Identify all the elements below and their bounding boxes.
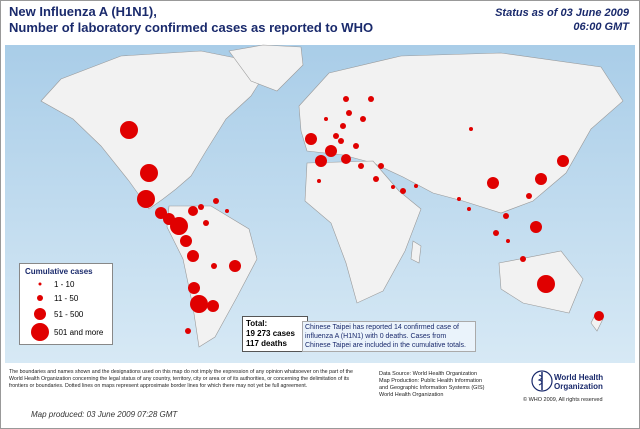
legend-item: 1 - 10 bbox=[54, 280, 75, 289]
map-produced: Map produced: 03 June 2009 07:28 GMT bbox=[31, 410, 178, 419]
case-bubble bbox=[188, 282, 200, 294]
case-bubble bbox=[469, 127, 473, 131]
total-label: Total: bbox=[246, 319, 268, 328]
legend-item: 51 - 500 bbox=[54, 310, 84, 319]
case-bubble bbox=[535, 173, 547, 185]
case-bubble bbox=[530, 221, 542, 233]
case-bubble bbox=[338, 138, 344, 144]
case-bubble bbox=[341, 154, 351, 164]
case-bubble bbox=[400, 188, 406, 194]
legend-title: Cumulative cases bbox=[25, 267, 93, 276]
case-bubble bbox=[187, 250, 199, 262]
case-bubble bbox=[503, 213, 509, 219]
case-bubble bbox=[487, 177, 499, 189]
case-bubble bbox=[305, 133, 317, 145]
copyright: © WHO 2009, All rights reserved bbox=[523, 397, 603, 403]
legend-item: 501 and more bbox=[54, 328, 104, 337]
case-bubble bbox=[467, 207, 471, 211]
status: Status as of 03 June 2009 06:00 GMT bbox=[495, 6, 629, 34]
source-line: World Health Organization bbox=[379, 392, 444, 398]
case-bubble bbox=[211, 263, 217, 269]
title-line: New Influenza A (H1N1), bbox=[9, 4, 157, 19]
legend: Cumulative cases 1 - 10 11 - 50 51 - 500… bbox=[19, 263, 113, 345]
source-line: and Geographic Information Systems (GIS) bbox=[379, 385, 485, 391]
case-bubble bbox=[137, 190, 155, 208]
total-deaths: 117 deaths bbox=[246, 339, 287, 348]
case-bubble bbox=[198, 204, 204, 210]
case-bubble bbox=[229, 260, 241, 272]
total-cases: 19 273 cases bbox=[246, 329, 295, 338]
disclaimer: The boundaries and names shown and the d… bbox=[9, 369, 353, 390]
logo-line: World Health bbox=[554, 373, 604, 382]
logo-line: Organization bbox=[554, 382, 603, 391]
case-bubble bbox=[560, 156, 566, 162]
case-bubble bbox=[324, 117, 328, 121]
case-bubble bbox=[180, 235, 192, 247]
case-bubble bbox=[520, 256, 526, 262]
legend-item: 11 - 50 bbox=[54, 294, 79, 303]
case-bubble bbox=[140, 164, 158, 182]
status-line: Status as of 03 June 2009 bbox=[495, 7, 629, 19]
case-bubble bbox=[343, 96, 349, 102]
total-box: Total: 19 273 cases 117 deaths bbox=[242, 316, 308, 352]
case-bubble bbox=[358, 163, 364, 169]
case-bubble bbox=[353, 143, 359, 149]
case-bubble bbox=[325, 145, 337, 157]
case-bubble bbox=[317, 179, 321, 183]
source: Data Source: World Health Organization M… bbox=[379, 371, 484, 399]
case-bubble bbox=[203, 220, 209, 226]
case-bubble bbox=[190, 295, 208, 313]
title: New Influenza A (H1N1), Number of laborat… bbox=[9, 4, 373, 36]
case-bubble bbox=[120, 121, 138, 139]
logo-text: World Health Organization bbox=[554, 373, 603, 391]
case-bubble bbox=[493, 230, 499, 236]
case-bubble bbox=[378, 163, 384, 169]
status-line: 06:00 GMT bbox=[573, 21, 629, 33]
case-bubble bbox=[315, 155, 327, 167]
case-bubble bbox=[360, 116, 366, 122]
who-emblem bbox=[531, 370, 553, 392]
source-line: Map Production: Public Health Informatio… bbox=[379, 378, 483, 384]
case-bubble bbox=[185, 328, 191, 334]
legend-symbols bbox=[31, 282, 49, 341]
case-bubble bbox=[333, 133, 339, 139]
case-bubble bbox=[340, 123, 346, 129]
case-bubble bbox=[207, 300, 219, 312]
case-bubble bbox=[594, 311, 604, 321]
case-bubble bbox=[414, 184, 418, 188]
case-bubble bbox=[170, 217, 188, 235]
case-bubble bbox=[346, 110, 352, 116]
case-bubble bbox=[213, 198, 219, 204]
case-bubble bbox=[373, 176, 379, 182]
title-line: Number of laboratory confirmed cases as … bbox=[9, 20, 374, 35]
case-bubble bbox=[225, 209, 229, 213]
source-line: Data Source: World Health Organization bbox=[379, 371, 478, 377]
case-bubble bbox=[368, 96, 374, 102]
case-bubble bbox=[506, 239, 510, 243]
case-bubble bbox=[457, 197, 461, 201]
case-bubble bbox=[526, 193, 532, 199]
case-bubble bbox=[188, 206, 198, 216]
case-bubble bbox=[537, 275, 555, 293]
note: Chinese Taipei has reported 14 confirmed… bbox=[302, 321, 476, 352]
land bbox=[40, 44, 624, 348]
case-bubble bbox=[391, 185, 395, 189]
